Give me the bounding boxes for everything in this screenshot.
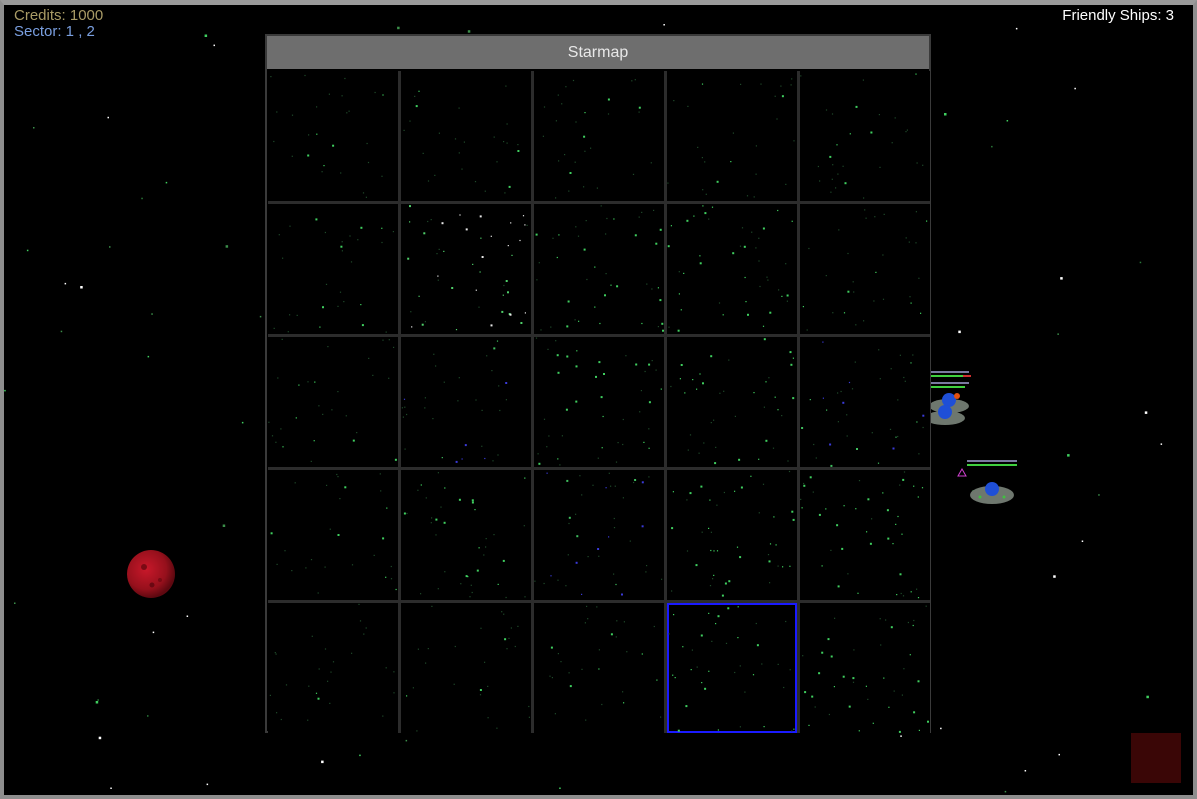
sector-stars [270, 74, 384, 198]
sector-stars [802, 209, 928, 331]
sector-stars [535, 205, 664, 332]
friendly-ship-icon[interactable] [925, 382, 969, 425]
sector-stars [403, 85, 520, 194]
sector-stars [549, 605, 662, 721]
minimap-indicator[interactable] [1131, 733, 1181, 783]
starmap-sector-3-2[interactable] [401, 337, 531, 467]
sector-stars [542, 79, 652, 199]
sector-stars [269, 603, 395, 721]
sector-label: Sector: 1 , 2 [14, 23, 95, 40]
starmap-sector-3-1[interactable] [268, 337, 398, 467]
sector-stars [670, 338, 795, 465]
starmap-panel: Starmap [265, 34, 931, 733]
starmap-sector-2-5[interactable] [800, 204, 930, 334]
sector-stars [403, 472, 526, 599]
sector-stars [667, 78, 795, 198]
space-background [4, 24, 1163, 793]
starmap-sector-3-5[interactable] [800, 337, 930, 467]
starmap-sector-2-4[interactable] [667, 204, 797, 334]
sector-stars [802, 605, 929, 733]
friendly-ship-icon[interactable] [967, 460, 1017, 504]
starmap-sector-5-1[interactable] [268, 603, 398, 733]
starmap-sector-current[interactable] [667, 603, 797, 733]
warning-icon [957, 467, 967, 477]
sector-stars [668, 606, 795, 732]
sector-stars [801, 341, 925, 467]
sector-stars [667, 205, 793, 332]
sector-stars [268, 338, 397, 462]
sector-stars [671, 470, 795, 597]
starmap-sector-3-3[interactable] [534, 337, 664, 467]
credits-label: Credits: 1000 [14, 7, 104, 24]
starmap-sector-5-3[interactable] [534, 603, 664, 733]
starmap-sector-3-4[interactable] [667, 337, 797, 467]
starmap-sector-1-4[interactable] [667, 71, 797, 201]
sector-stars [270, 473, 397, 594]
starmap-sector-1-2[interactable] [401, 71, 531, 201]
sector-stars [406, 605, 530, 732]
starmap-sector-4-3[interactable] [534, 470, 664, 600]
starmap-sector-2-1[interactable] [268, 204, 398, 334]
starmap-sector-1-3[interactable] [534, 71, 664, 201]
starmap-grid [268, 71, 930, 733]
planet-icon[interactable] [127, 550, 175, 598]
starmap-sector-2-3[interactable] [534, 204, 664, 334]
starmap-sector-5-2[interactable] [401, 603, 531, 733]
starmap-sector-4-4[interactable] [667, 470, 797, 600]
starmap-sector-2-2[interactable] [401, 204, 531, 334]
sector-stars [407, 205, 528, 331]
starmap-sector-5-5[interactable] [800, 603, 930, 733]
background-stars [4, 24, 1163, 793]
sector-stars [800, 73, 924, 199]
starmap-sector-1-1[interactable] [268, 71, 398, 201]
friendly-ship-icon[interactable] [929, 371, 971, 413]
starmap-sector-1-5[interactable] [800, 71, 930, 201]
friendly-ships-label: Friendly Ships: 3 [1062, 7, 1174, 24]
sector-stars [273, 218, 394, 333]
sector-stars [535, 337, 662, 466]
sector-stars [401, 340, 508, 463]
starmap-sector-4-2[interactable] [401, 470, 531, 600]
sector-stars [800, 471, 924, 599]
sector-stars [534, 472, 663, 596]
starmap-sector-4-5[interactable] [800, 470, 930, 600]
starmap-sector-4-1[interactable] [268, 470, 398, 600]
starmap-title: Starmap [267, 36, 929, 69]
